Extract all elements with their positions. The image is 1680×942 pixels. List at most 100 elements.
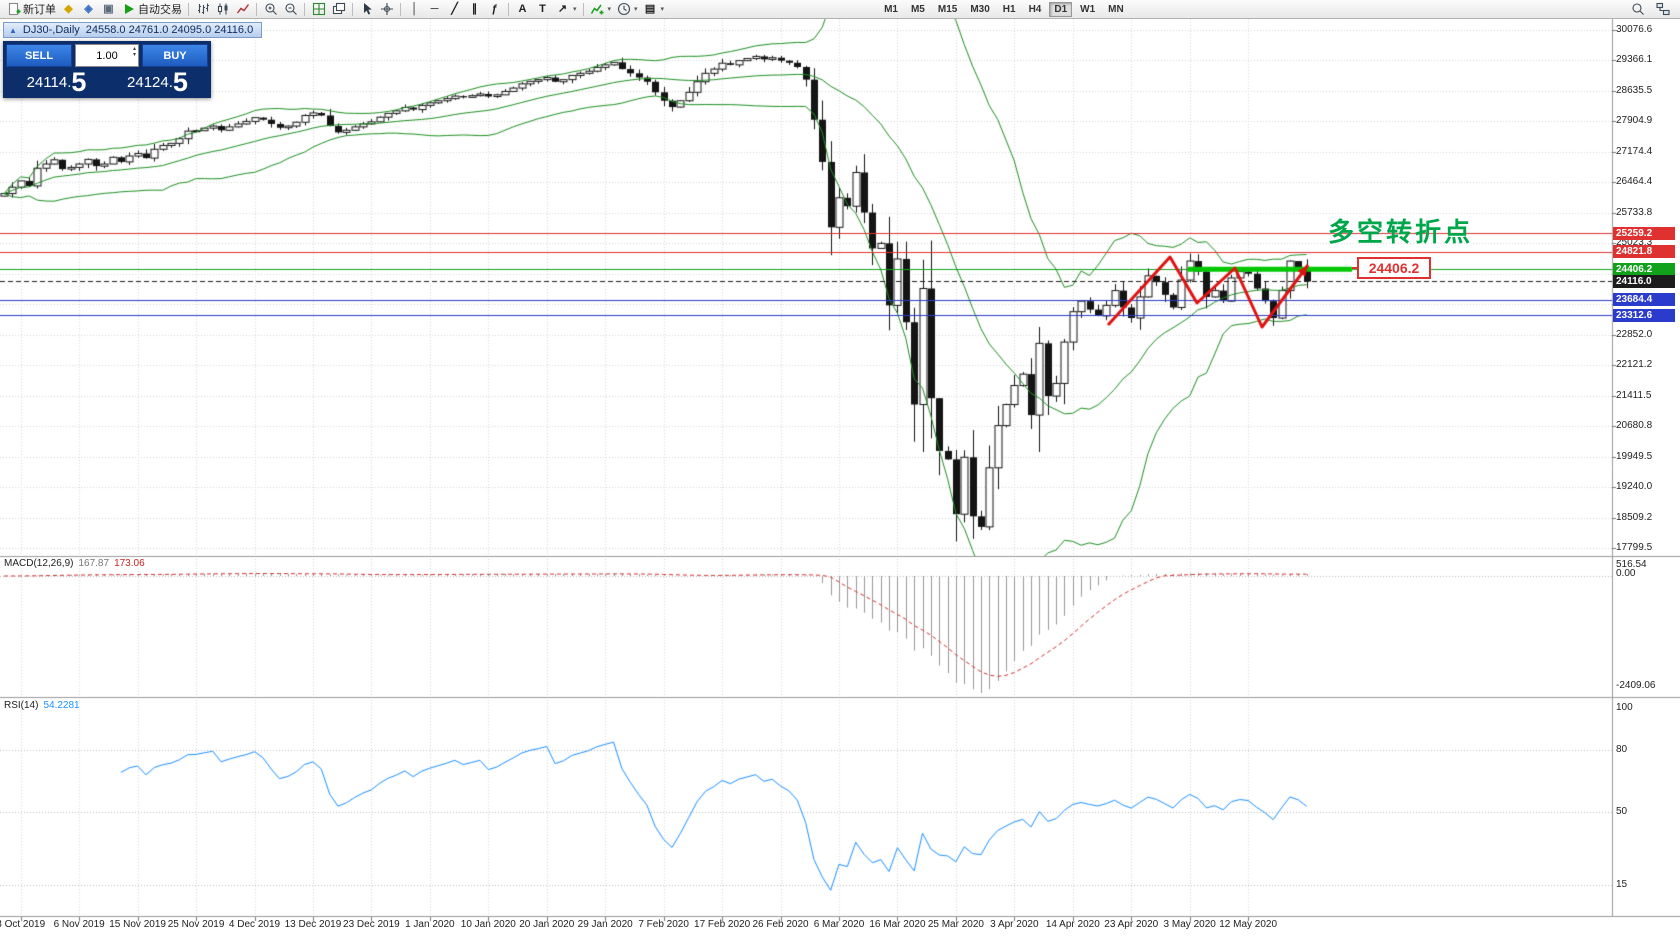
templates-icon: ▤	[644, 3, 656, 15]
terminal-button[interactable]: ▣	[99, 1, 118, 18]
chart-window-icon: ▲	[9, 25, 17, 35]
date-label: 26 Feb 2020	[752, 919, 809, 930]
timeframe-button-mn[interactable]: MN	[1108, 3, 1124, 15]
search-button[interactable]	[1628, 1, 1647, 18]
new-order-icon	[6, 2, 21, 16]
dropdown-caret-icon: ▾	[634, 6, 638, 13]
timeframe-button-m30[interactable]: M30	[970, 3, 990, 15]
search-icon	[1630, 2, 1645, 16]
timeframe-button-w1[interactable]: W1	[1080, 3, 1096, 15]
date-label: 13 Dec 2019	[284, 919, 342, 930]
rsi-scale-label: 100	[1616, 702, 1633, 713]
candlestick-chart-button[interactable]	[213, 1, 232, 18]
price-level-badge: 23312.6	[1613, 308, 1675, 322]
tile-windows-icon	[311, 2, 326, 16]
timeframe-button-m15[interactable]: M15	[937, 3, 958, 15]
terminal-icon: ▣	[103, 3, 114, 15]
text-button[interactable]: A	[513, 1, 532, 18]
price-scale-label: 27174.4	[1616, 145, 1653, 157]
price-scale-label: 28635.5	[1616, 84, 1653, 96]
connection-icon	[1655, 2, 1670, 16]
price-scale-label: 22852.0	[1616, 328, 1653, 340]
buy-button[interactable]: BUY	[142, 44, 208, 67]
volume-stepper[interactable]: ▴ ▾	[132, 46, 136, 58]
periods-button[interactable]: ▾	[614, 1, 640, 18]
indicators-button[interactable]: ▾	[588, 1, 614, 18]
toolbar-separator	[352, 2, 353, 16]
price-tag-label: 24406.2	[1352, 257, 1431, 279]
timeframe-button-h1[interactable]: H1	[1002, 3, 1016, 15]
zoom-out-icon	[283, 2, 298, 16]
price-level-badge: 23684.4	[1613, 293, 1675, 307]
cursor-button[interactable]	[357, 1, 376, 18]
date-label: 23 Dec 2019	[343, 919, 400, 930]
navigator-icon: ◈	[84, 3, 93, 15]
sell-button[interactable]: SELL	[6, 44, 72, 67]
date-label: 20 Jan 2020	[519, 919, 575, 930]
rsi-scale-label: 50	[1616, 806, 1628, 817]
price-scale-label: 19949.5	[1616, 450, 1653, 462]
zoom-in-icon	[263, 2, 278, 16]
zoom-out-button[interactable]	[281, 1, 300, 18]
timeframe-button-m5[interactable]: M5	[910, 3, 925, 15]
timeframe-button-d1[interactable]: D1	[1049, 1, 1073, 17]
volume-input[interactable]: 1.00 ▴ ▾	[75, 44, 139, 67]
fibonacci-button[interactable]: ƒ	[485, 1, 504, 18]
price-scale[interactable]: 30076.6 29366.1 28635.5 27904.9 27174.4 26464…	[1612, 19, 1680, 942]
date-label: 6 Mar 2020	[813, 919, 865, 930]
date-label: 4 Dec 2019	[228, 919, 281, 930]
timeframe-button-m1[interactable]: M1	[884, 3, 898, 15]
date-label: 1 Jan 2020	[405, 919, 455, 930]
autotrading-button[interactable]: 自动交易	[119, 1, 184, 18]
tile-windows-button[interactable]	[309, 1, 328, 18]
price-scale-label: 26464.4	[1616, 176, 1653, 188]
navigator-button[interactable]: ◈	[79, 1, 98, 18]
trendline-button[interactable]: ╱	[445, 1, 464, 18]
macd-scale-label: 0.00	[1616, 568, 1636, 579]
chart-canvas[interactable]	[0, 19, 1680, 942]
equidistant-channel-button[interactable]: ∥	[465, 1, 484, 18]
text-label-icon: T	[539, 3, 546, 15]
price-scale-label: 25023.3	[1616, 237, 1653, 249]
current-price-badge: 24116.0	[1613, 274, 1675, 288]
connection-button[interactable]	[1653, 1, 1672, 18]
date-axis[interactable]: 8 Oct 2019 6 Nov 2019 15 Nov 2019 25 Nov 20…	[0, 919, 1612, 935]
date-label: 6 Nov 2019	[53, 919, 105, 930]
arrow-objects-button[interactable]: ↗ ▾	[553, 1, 579, 18]
dropdown-caret-icon: ▾	[573, 6, 577, 13]
timeframe-button-h4[interactable]: H4	[1028, 3, 1042, 15]
price-scale-label: 21411.5	[1616, 389, 1652, 401]
new-order-button[interactable]: 新订单	[4, 1, 58, 18]
macd-indicator-label: MACD(12,26,9) 167.87 173.06	[4, 558, 145, 569]
bar-chart-button[interactable]	[193, 1, 212, 18]
text-label-button[interactable]: T	[533, 1, 552, 18]
price-scale-label: 29366.1	[1616, 54, 1653, 66]
market-watch-icon: ◆	[64, 3, 73, 15]
rsi-indicator-label: RSI(14) 54.2281	[4, 700, 80, 711]
macd-scale-label: 516.54	[1616, 559, 1647, 570]
vertical-line-button[interactable]: │	[405, 1, 424, 18]
sell-price: 24114. 5	[26, 67, 87, 97]
price-scale-label: 27904.9	[1616, 115, 1653, 127]
cascade-windows-button[interactable]	[329, 1, 348, 18]
autotrading-button-label: 自动交易	[138, 4, 182, 16]
text-icon: A	[518, 3, 527, 15]
buy-price: 24124. 5	[127, 67, 188, 97]
dropdown-caret-icon: ▾	[660, 6, 665, 13]
date-label: 29 Jan 2020	[577, 919, 633, 930]
price-scale-label: 20680.8	[1616, 420, 1653, 432]
chart-ohlc: 24558.0 24761.0 24095.0 24116.0	[85, 24, 254, 36]
templates-button[interactable]: ▤ ▾	[641, 1, 667, 18]
zoom-in-button[interactable]	[261, 1, 280, 18]
toolbar: 新订单 ◆ ◈ ▣ 自动交易 │ ─ ╱ ∥ ƒ A T ↗ ▾ ▾ ▾ ▤ ▾ M1 M5 M15 M30 H1 H4 D1 W…	[0, 0, 1680, 19]
line-chart-icon	[235, 2, 250, 16]
crosshair-button[interactable]	[377, 1, 396, 18]
date-label: 16 Mar 2020	[869, 919, 926, 930]
date-label: 3 May 2020	[1163, 919, 1216, 930]
price-scale-label: 30076.6	[1616, 24, 1653, 35]
price-scale-label: 22121.2	[1616, 359, 1653, 371]
price-level-badge: 24406.2	[1613, 262, 1675, 276]
market-watch-button[interactable]: ◆	[59, 1, 78, 18]
line-chart-button[interactable]	[233, 1, 252, 18]
horizontal-line-button[interactable]: ─	[425, 1, 444, 18]
